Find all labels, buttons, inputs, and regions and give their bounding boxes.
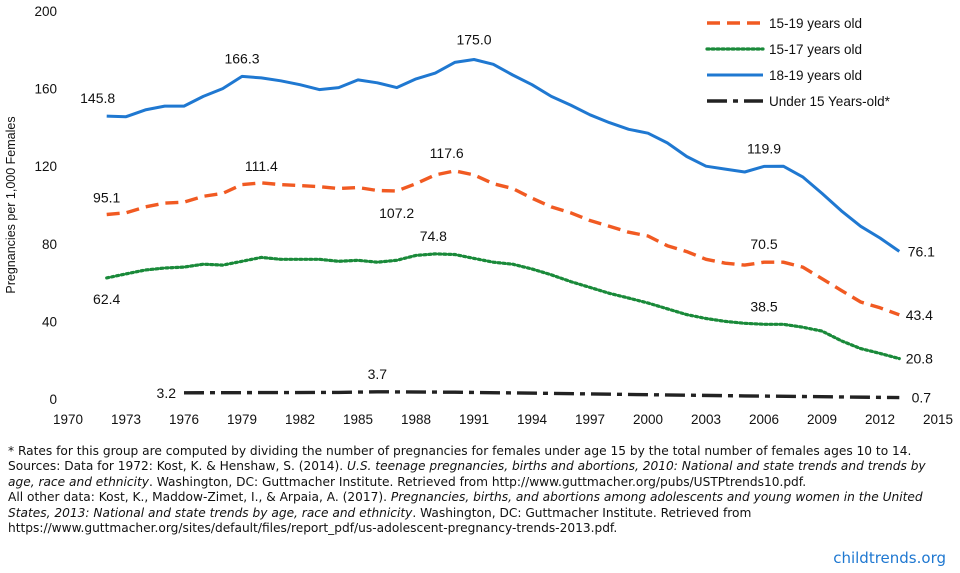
legend-label: Under 15 Years-old* [769,94,891,109]
source-2: All other data: Kost, K., Maddow-Zimet, … [8,490,923,536]
x-tick-label: 1997 [575,412,605,427]
x-tick-label: 2003 [691,412,721,427]
data-label: 62.4 [93,291,120,307]
y-tick-label: 160 [34,82,57,97]
data-labels: 95.1 111.4 107.2 117.6 70.5 43.4 62.4 74.8 38.5 2… [80,32,935,406]
y-tick-label: 80 [42,237,57,252]
x-tick-label: 2000 [633,412,663,427]
x-tick-label: 1973 [111,412,141,427]
x-tick-label: 2015 [923,412,953,427]
series-lines [105,58,901,400]
x-tick-label: 1970 [53,412,83,427]
legend-label: 18-19 years old [769,68,862,83]
data-label: 74.8 [420,228,447,244]
data-label: 117.6 [430,145,464,161]
x-tick-label: 1991 [459,412,489,427]
x-tick-label: 1985 [343,412,373,427]
brand-logo-text: childtrends.org [833,549,946,567]
data-label: 145.8 [80,90,115,106]
footnote: * Rates for this group are computed by d… [8,444,912,458]
x-tick-label: 1982 [285,412,315,427]
x-tick-label: 2012 [865,412,895,427]
data-label: 175.0 [456,32,491,48]
x-tick-label: 1976 [169,412,199,427]
y-tick-label: 120 [34,159,57,174]
source-1: Sources: Data for 1972: Kost, K. & Hensh… [8,459,926,489]
data-label: 166.3 [224,50,259,66]
data-label: 38.5 [750,298,777,314]
legend-label: 15-17 years old [769,42,862,57]
x-tick-label: 2006 [749,412,779,427]
y-tick-label: 0 [49,392,57,407]
x-tick-label: 1979 [227,412,257,427]
data-label: 20.8 [906,351,933,367]
series-line [183,390,900,400]
series-line [105,252,901,361]
data-label: 76.1 [908,243,935,259]
legend: 15-19 years old 15-17 years old 18-19 year… [705,16,891,109]
y-axis-label: Pregnancies per 1,000 Females [4,116,18,293]
x-tick-label: 2009 [807,412,837,427]
data-label: 0.7 [912,390,932,406]
line-chart: Pregnancies per 1,000 Females 0 40 80 120 16… [4,4,953,427]
y-axis-label-group: Pregnancies per 1,000 Females [4,116,18,293]
data-label: 3.7 [368,366,388,382]
series-line [106,58,901,253]
x-tick-label: 1988 [401,412,431,427]
legend-label: 15-19 years old [769,16,862,31]
y-tick-label: 200 [34,4,57,19]
data-label: 3.2 [157,385,177,401]
chart-notes: * Rates for this group are computed by d… [8,444,952,536]
axis-ticks: 0 40 80 120 160 200 1970 1973 1976 1979 1982 1985 19… [34,4,953,427]
data-label: 95.1 [93,190,120,206]
series-line [106,169,900,317]
data-label: 119.9 [747,140,781,156]
x-tick-label: 1994 [517,412,548,427]
y-tick-label: 40 [42,314,57,329]
data-label: 43.4 [906,307,933,323]
data-label: 70.5 [750,236,777,252]
data-label: 107.2 [379,205,414,221]
data-label: 111.4 [245,158,278,174]
